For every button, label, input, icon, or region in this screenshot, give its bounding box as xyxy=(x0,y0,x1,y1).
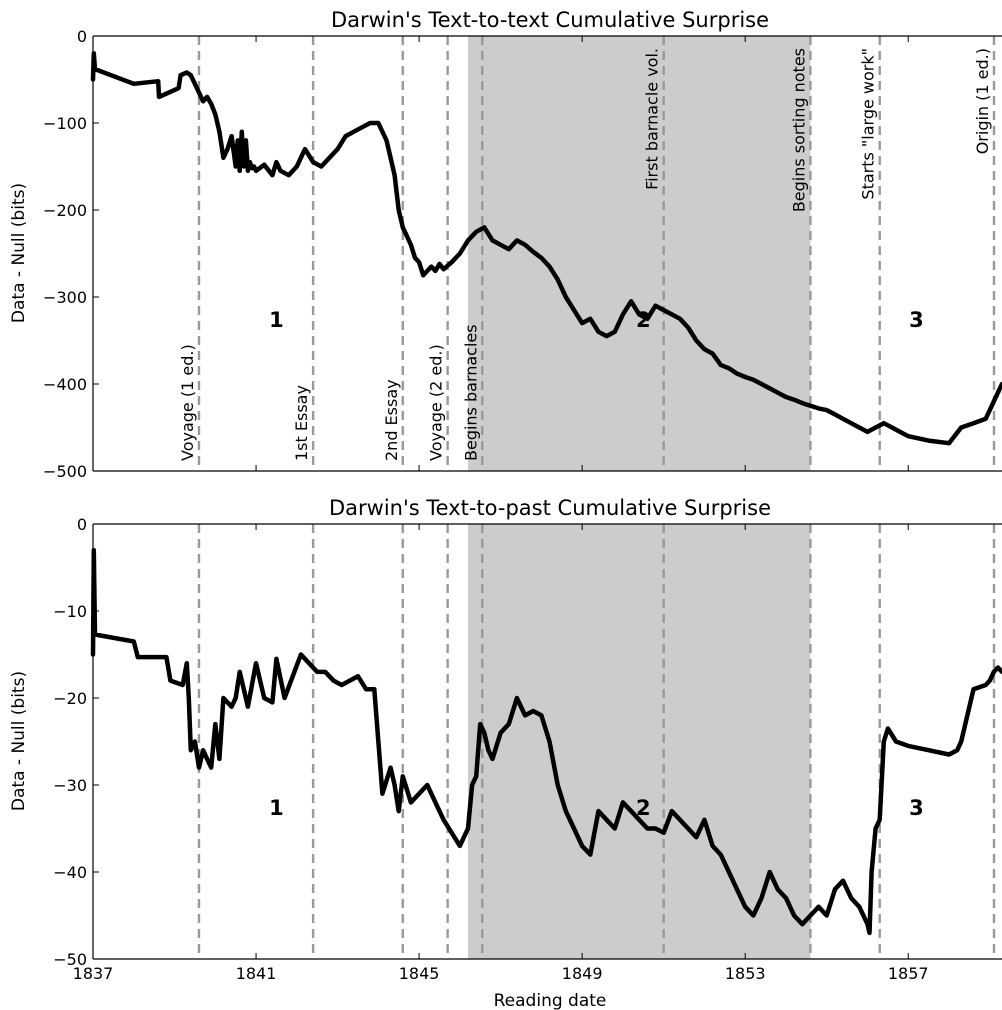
bottom-series-line xyxy=(90,547,1002,936)
bottom-labels: 1 2 3 xyxy=(269,796,924,820)
bottom-event-lines xyxy=(197,524,996,959)
top-event-label: 1st Essay xyxy=(292,385,311,461)
top-event-label: 2nd Essay xyxy=(382,379,401,461)
top-ytick-label: −300 xyxy=(43,288,87,307)
bottom-xtick-label: 1845 xyxy=(399,964,440,983)
bottom-chart-title: Darwin's Text-to-past Cumulative Surpris… xyxy=(329,496,771,520)
top-series-line xyxy=(90,51,1002,446)
top-event-label: Begins barnacles xyxy=(461,324,480,461)
bottom-ytick-label: −50 xyxy=(53,950,87,969)
top-ytick-label: 0 xyxy=(77,27,87,46)
bottom-ytick-label: −10 xyxy=(53,602,87,621)
bottom-period-label: 1 xyxy=(269,796,284,820)
bottom-ytick-label: −40 xyxy=(53,863,87,882)
top-ytick-label: −400 xyxy=(43,375,87,394)
top-event-label: Voyage (1 ed.) xyxy=(178,344,197,461)
top-event-label: Voyage (2 ed.) xyxy=(427,344,446,461)
top-event-label: First barnacle vol. xyxy=(643,48,662,190)
bottom-xtick-label: 1841 xyxy=(236,964,277,983)
bottom-chart-xlabel: Reading date xyxy=(494,991,607,1010)
top-chart-panel: Darwin's Text-to-text Cumulative Surpris… xyxy=(9,8,1002,481)
top-ytick-label: −200 xyxy=(43,201,87,220)
top-period-label: 1 xyxy=(269,308,284,332)
bottom-period-label: 3 xyxy=(909,796,924,820)
top-shaded-band xyxy=(468,36,811,471)
bottom-chart-panel: Darwin's Text-to-past Cumulative Surpris… xyxy=(9,496,1002,1010)
top-chart-title: Darwin's Text-to-text Cumulative Surpris… xyxy=(331,8,769,32)
top-event-label: Begins sorting notes xyxy=(789,48,808,212)
top-ytick-label: −100 xyxy=(43,114,87,133)
top-series xyxy=(90,51,1002,446)
bottom-xtick-label: 1849 xyxy=(562,964,603,983)
bottom-ytick-label: 0 xyxy=(77,515,87,534)
bottom-shaded-region xyxy=(468,524,811,959)
bottom-chart-ylabel: Data - Null (bits) xyxy=(9,671,29,811)
bottom-shaded-band xyxy=(468,524,811,959)
top-shaded-region xyxy=(468,36,811,471)
top-event-label: Starts "large work" xyxy=(859,48,878,200)
top-labels: Voyage (1 ed.) 1st Essay 2nd Essay Voyage (… xyxy=(178,48,992,461)
top-event-label: Origin (1 ed.) xyxy=(973,48,992,154)
bottom-xtick-label: 1837 xyxy=(73,964,114,983)
bottom-ytick-label: −30 xyxy=(53,776,87,795)
top-chart-ylabel: Data - Null (bits) xyxy=(9,183,29,323)
top-event-lines xyxy=(197,36,996,471)
bottom-ytick-label: −20 xyxy=(53,689,87,708)
bottom-xtick-label: 1853 xyxy=(725,964,766,983)
top-period-label: 2 xyxy=(636,308,651,332)
top-axes: 0 −100 −200 −300 −400 −500 xyxy=(43,27,1002,481)
top-period-label: 3 xyxy=(909,308,924,332)
top-ytick-label: −500 xyxy=(43,462,87,481)
bottom-xtick-label: 1857 xyxy=(888,964,929,983)
bottom-period-label: 2 xyxy=(636,796,651,820)
bottom-series xyxy=(90,547,1002,936)
